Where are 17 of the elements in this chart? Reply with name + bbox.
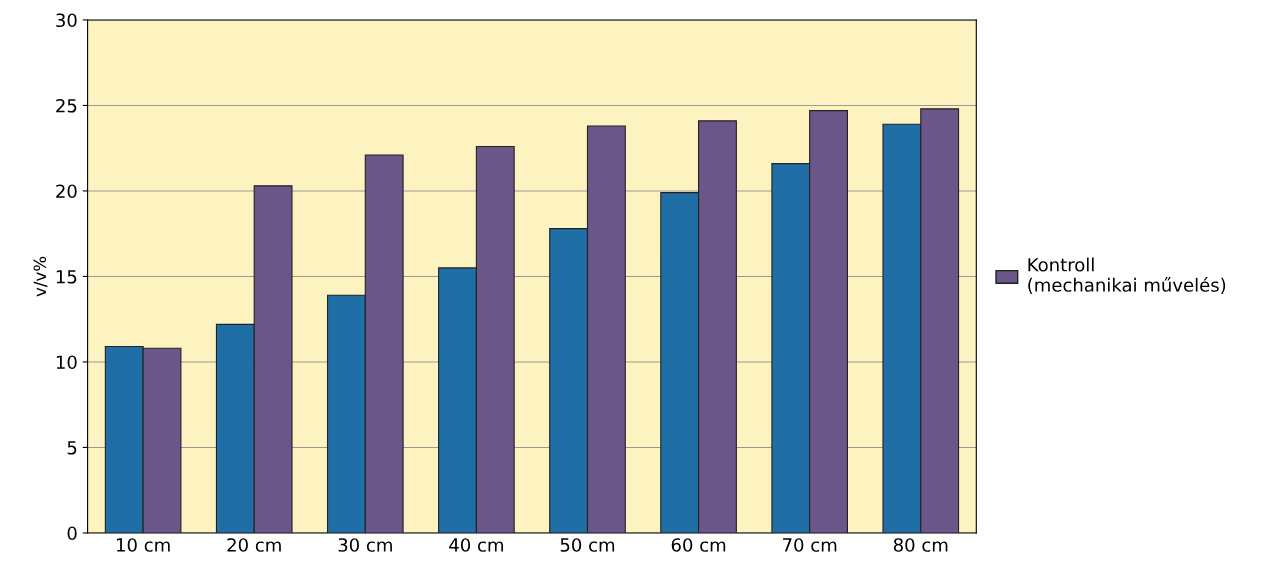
x-tick-label: 10 cm [117, 538, 170, 552]
x-tick-label: 60 cm [671, 538, 726, 552]
y-tick-label: 25 [56, 98, 77, 113]
x-tick-label: 50 cm [560, 538, 615, 552]
x-tick-label: 40 cm [449, 538, 503, 552]
y-tick-label: 0 [67, 526, 77, 541]
y-tick-label: 15 [56, 270, 77, 284]
y-tick-label: 5 [67, 441, 77, 455]
x-tick-label: 20 cm [227, 538, 281, 552]
x-tick-label: 70 cm [783, 538, 837, 552]
x-tick-label: 30 cm [338, 538, 392, 552]
y-tick-label: 30 [56, 13, 77, 28]
legend-label: Kontroll (mechanikai művelés) [1028, 257, 1226, 294]
x-tick-label: 80 cm [893, 538, 948, 552]
y-tick-label: 20 [56, 184, 77, 199]
y-axis-title: v/v% [33, 256, 48, 297]
y-tick-label: 10 [56, 355, 77, 370]
